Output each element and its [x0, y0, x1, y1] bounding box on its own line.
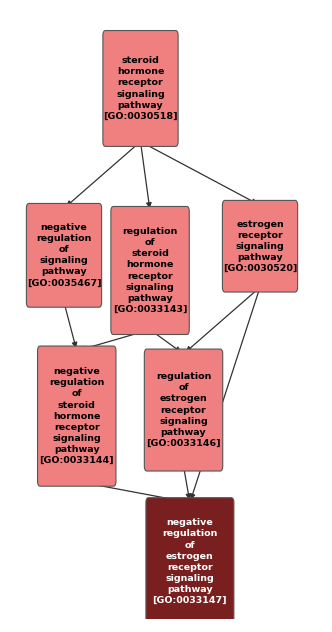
Text: steroid
hormone
receptor
signaling
pathway
[GO:0030518]: steroid hormone receptor signaling pathw…: [103, 56, 178, 121]
FancyBboxPatch shape: [27, 204, 102, 307]
Text: negative
regulation
of
steroid
hormone
receptor
signaling
pathway
[GO:0033144]: negative regulation of steroid hormone r…: [40, 367, 114, 465]
Text: negative
regulation
of
estrogen
receptor
signaling
pathway
[GO:0033147]: negative regulation of estrogen receptor…: [153, 518, 227, 605]
Text: estrogen
receptor
signaling
pathway
[GO:0030520]: estrogen receptor signaling pathway [GO:…: [223, 219, 297, 273]
FancyBboxPatch shape: [144, 349, 223, 471]
FancyBboxPatch shape: [103, 30, 178, 147]
Text: negative
regulation
of
signaling
pathway
[GO:0035467]: negative regulation of signaling pathway…: [27, 223, 101, 288]
FancyBboxPatch shape: [146, 498, 234, 626]
Text: regulation
of
estrogen
receptor
signaling
pathway
[GO:0033146]: regulation of estrogen receptor signalin…: [146, 372, 221, 448]
FancyBboxPatch shape: [111, 207, 189, 334]
FancyBboxPatch shape: [222, 200, 297, 292]
Text: regulation
of
steroid
hormone
receptor
signaling
pathway
[GO:0033143]: regulation of steroid hormone receptor s…: [113, 227, 187, 314]
FancyBboxPatch shape: [38, 346, 116, 486]
